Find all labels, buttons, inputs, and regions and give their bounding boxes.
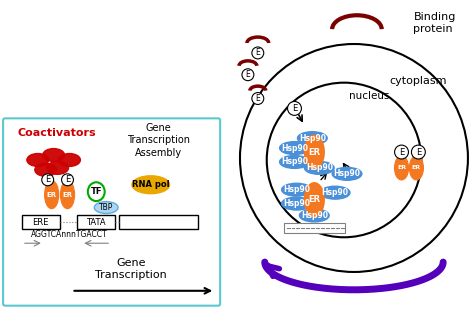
- Text: E: E: [292, 104, 297, 113]
- Ellipse shape: [61, 181, 74, 208]
- Ellipse shape: [45, 181, 59, 208]
- Circle shape: [288, 101, 301, 115]
- Ellipse shape: [332, 167, 362, 180]
- Bar: [283, 223, 345, 233]
- Circle shape: [252, 93, 264, 105]
- Ellipse shape: [94, 202, 118, 213]
- Text: E: E: [416, 147, 421, 156]
- Text: ER: ER: [46, 192, 57, 198]
- Text: Gene
Transcription: Gene Transcription: [95, 258, 167, 280]
- Text: Hsp90: Hsp90: [283, 185, 310, 194]
- FancyBboxPatch shape: [3, 118, 220, 306]
- Text: Gene
Transcription
Assembly: Gene Transcription Assembly: [127, 123, 190, 157]
- Text: AGGTCAnnnTGACCT: AGGTCAnnnTGACCT: [31, 230, 108, 239]
- Text: Binding
protein: Binding protein: [413, 13, 456, 34]
- Text: cytoplasm: cytoplasm: [390, 76, 447, 86]
- Bar: [119, 215, 198, 229]
- Ellipse shape: [304, 183, 324, 217]
- Ellipse shape: [280, 156, 310, 168]
- Text: Coactivators: Coactivators: [18, 128, 96, 138]
- Ellipse shape: [282, 197, 311, 210]
- Circle shape: [242, 69, 254, 81]
- Circle shape: [394, 145, 409, 159]
- Ellipse shape: [59, 154, 81, 167]
- Ellipse shape: [300, 209, 329, 222]
- Ellipse shape: [47, 162, 69, 174]
- Text: TF: TF: [91, 187, 102, 196]
- Ellipse shape: [304, 162, 334, 174]
- Ellipse shape: [282, 183, 311, 196]
- Ellipse shape: [280, 142, 310, 155]
- Text: ER: ER: [397, 165, 406, 170]
- Text: ERE: ERE: [33, 218, 49, 227]
- Text: Hsp90: Hsp90: [306, 163, 333, 172]
- Ellipse shape: [304, 135, 324, 169]
- Ellipse shape: [27, 154, 49, 167]
- Circle shape: [411, 145, 425, 159]
- Bar: [77, 215, 115, 229]
- Bar: [22, 215, 60, 229]
- Ellipse shape: [320, 186, 350, 199]
- Text: E: E: [399, 147, 404, 156]
- Circle shape: [267, 83, 421, 237]
- Text: TATA: TATA: [86, 218, 106, 227]
- Ellipse shape: [35, 163, 56, 176]
- Circle shape: [240, 44, 468, 272]
- Ellipse shape: [298, 132, 327, 145]
- Text: E: E: [65, 175, 70, 184]
- Text: Hsp90: Hsp90: [301, 211, 328, 220]
- Ellipse shape: [88, 182, 105, 201]
- Text: Hsp90: Hsp90: [322, 188, 348, 197]
- Ellipse shape: [394, 156, 409, 180]
- Text: Hsp90: Hsp90: [283, 199, 310, 208]
- Text: ER: ER: [63, 192, 73, 198]
- Text: E: E: [246, 70, 250, 79]
- Text: Hsp90: Hsp90: [281, 144, 308, 152]
- Circle shape: [42, 174, 54, 186]
- Text: Hsp90: Hsp90: [334, 169, 361, 178]
- Ellipse shape: [410, 156, 423, 180]
- Text: TBP: TBP: [99, 203, 113, 212]
- Text: nucleus: nucleus: [348, 90, 389, 100]
- Text: ER: ER: [412, 165, 421, 170]
- Text: E: E: [255, 49, 260, 57]
- Text: ER: ER: [308, 147, 320, 156]
- Text: ER: ER: [308, 195, 320, 204]
- Ellipse shape: [43, 149, 64, 162]
- Circle shape: [252, 47, 264, 59]
- Text: Hsp90: Hsp90: [281, 157, 308, 167]
- Ellipse shape: [132, 176, 170, 194]
- Circle shape: [62, 174, 73, 186]
- Text: Hsp90: Hsp90: [299, 134, 326, 143]
- Text: RNA pol: RNA pol: [132, 180, 170, 189]
- Text: E: E: [255, 94, 260, 103]
- Text: E: E: [45, 175, 50, 184]
